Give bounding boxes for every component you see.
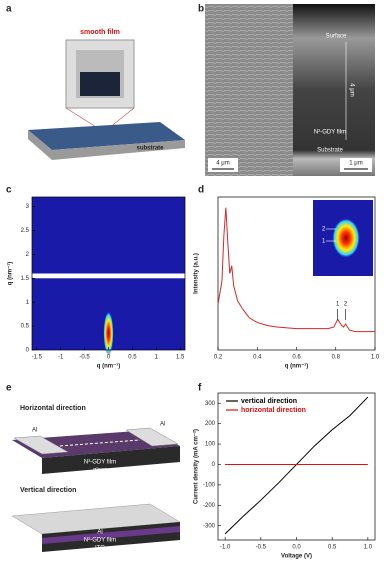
y-axis-label: Intensity (a.u.): [194, 253, 200, 294]
x-axis-label: q (nm⁻¹): [285, 363, 309, 370]
film-label: N²-GDY film: [84, 460, 116, 466]
device-side: [42, 446, 180, 474]
panel-label: b: [198, 4, 204, 15]
x-tick-label: -1.5: [32, 355, 43, 361]
x-tick-label: 0.0: [292, 545, 301, 551]
film-label: N²-GDY film: [314, 130, 346, 136]
y-tick-label: 0.5: [21, 324, 30, 330]
x-tick-label: 0.5: [128, 355, 137, 361]
x-tick-label: 0.2: [214, 355, 223, 361]
y-axis-label: q (nm⁻¹): [7, 262, 14, 286]
x-tick-label: 0.6: [292, 355, 301, 361]
x-tick-label: 1.5: [176, 355, 185, 361]
series-line: [217, 207, 375, 333]
panel-label: c: [6, 185, 12, 196]
sem-surface: [205, 4, 293, 176]
substrate-label: Substrate: [317, 148, 343, 154]
x-tick-label: 1.0: [364, 545, 373, 551]
hot-spot: [103, 311, 114, 356]
y-tick-label: 300: [205, 401, 216, 407]
panel-label: d: [198, 185, 204, 196]
inset-spot: [332, 218, 360, 258]
panel-label: e: [6, 383, 12, 394]
inset-label: 2: [322, 227, 326, 233]
slab-top: [28, 122, 185, 150]
electrode: [13, 427, 179, 455]
x-tick-label: 0.5: [328, 545, 337, 551]
panel-label: f: [198, 383, 202, 394]
film-layer: [42, 526, 180, 544]
y-tick-label: 3: [26, 204, 30, 210]
sem-cross-section: [293, 4, 375, 176]
scale-label: 4 μm: [216, 161, 229, 167]
y-tick-label: 2: [26, 252, 30, 258]
y-tick-label: 1: [26, 300, 30, 306]
film-label: N²-GDY film: [84, 538, 116, 544]
y-tick-label: -200: [203, 503, 216, 509]
x-tick-label: -1.0: [220, 545, 231, 551]
panel-label: a: [6, 4, 12, 15]
x-tick-label: 0.8: [332, 355, 341, 361]
electrode-label: Al: [32, 428, 37, 434]
y-tick-label: 200: [205, 421, 216, 427]
x-tick-label: -0.5: [256, 545, 267, 551]
x-axis-label: Voltage (V): [281, 554, 312, 560]
scale-label: 1 μm: [349, 161, 362, 167]
x-tick-label: 1: [155, 355, 159, 361]
legend-label: horizontal direction: [241, 407, 306, 414]
x-axis-label: q (nm⁻¹): [97, 363, 121, 370]
y-tick-label: -300: [203, 523, 216, 529]
ito-label: ITO: [95, 546, 105, 552]
y-tick-label: 0: [26, 348, 30, 354]
surface-label: Surface: [326, 34, 347, 40]
glass-label: glass: [93, 468, 107, 474]
series-line: [224, 396, 369, 535]
thickness-label: 4 μm: [348, 83, 354, 96]
heading: Vertical direction: [20, 487, 76, 494]
caption: smooth film: [80, 29, 120, 36]
y-tick-label: 0: [212, 462, 216, 468]
x-tick-label: -1: [58, 355, 64, 361]
legend-label: vertical direction: [241, 398, 297, 405]
x-tick-label: 0.4: [253, 355, 262, 361]
current-path: [59, 439, 141, 447]
heading: Horizontal direction: [20, 405, 86, 412]
detector-gap: [32, 273, 185, 279]
al-label: Al: [97, 530, 102, 536]
film: [80, 72, 120, 96]
y-tick-label: 2.5: [21, 228, 30, 234]
y-tick-label: -100: [203, 482, 216, 488]
substrate-label: substrate: [136, 146, 164, 152]
x-tick-label: 0: [107, 355, 111, 361]
y-axis-label: Current density (mA cm⁻²): [193, 429, 200, 504]
inset-label: 1: [322, 239, 326, 245]
slab-side: [28, 130, 185, 160]
y-tick-label: 100: [205, 442, 216, 448]
x-tick-label: -0.5: [79, 355, 90, 361]
annotation: 1: [336, 302, 340, 308]
annotation: 2: [344, 302, 348, 308]
electrode-label: Al: [160, 422, 165, 428]
x-tick-label: 1.0: [371, 355, 380, 361]
y-tick-label: 1.5: [21, 276, 30, 282]
